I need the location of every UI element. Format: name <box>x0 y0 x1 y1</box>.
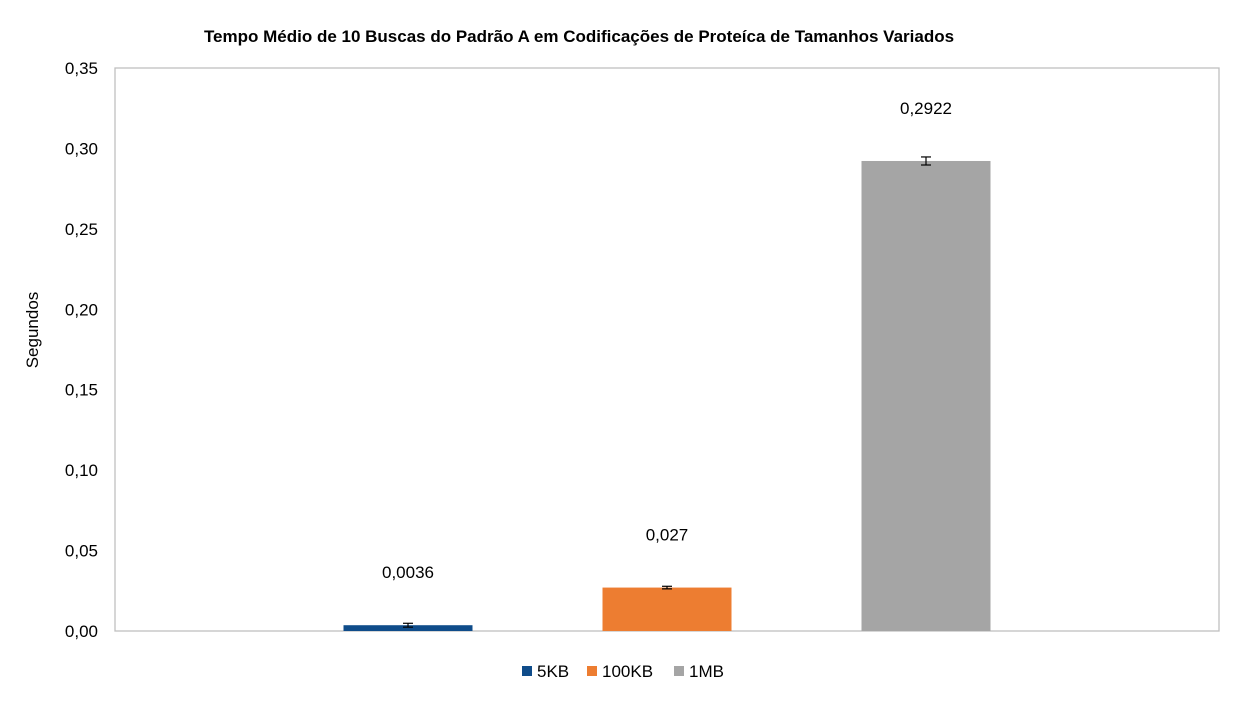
legend-label: 1MB <box>689 662 724 681</box>
legend-swatch-5kb <box>522 666 532 676</box>
data-label: 0,027 <box>646 526 689 545</box>
chart-title: Tempo Médio de 10 Buscas do Padrão A em … <box>204 27 954 46</box>
legend-label: 100KB <box>602 662 653 681</box>
error-bar <box>403 622 413 628</box>
y-tick-label: 0,10 <box>65 461 98 480</box>
y-tick-label: 0,30 <box>65 139 98 158</box>
data-label: 0,2922 <box>900 99 952 118</box>
bar-1mb <box>861 160 991 631</box>
bar-5kb <box>343 625 473 631</box>
y-tick-label: 0,25 <box>65 220 98 239</box>
legend-swatch-100kb <box>587 666 597 676</box>
plot-area <box>114 67 1220 632</box>
y-tick-label: 0,15 <box>65 381 98 400</box>
y-tick-label: 0,00 <box>65 622 98 641</box>
bars: 0,0036 0,027 0,2922 <box>343 99 991 631</box>
y-axis-ticks: 0,35 0,30 0,25 0,20 0,15 0,10 0,05 0,00 <box>65 59 98 641</box>
legend: 5KB 100KB 1MB <box>522 662 724 681</box>
legend-label: 5KB <box>537 662 569 681</box>
y-axis-label: Segundos <box>23 292 42 369</box>
legend-swatch-1mb <box>674 666 684 676</box>
data-label: 0,0036 <box>382 563 434 582</box>
y-tick-label: 0,05 <box>65 542 98 561</box>
error-bar <box>921 156 931 166</box>
bar-100kb <box>602 587 732 631</box>
y-tick-label: 0,20 <box>65 300 98 319</box>
y-tick-label: 0,35 <box>65 59 98 78</box>
error-bar <box>662 585 672 590</box>
